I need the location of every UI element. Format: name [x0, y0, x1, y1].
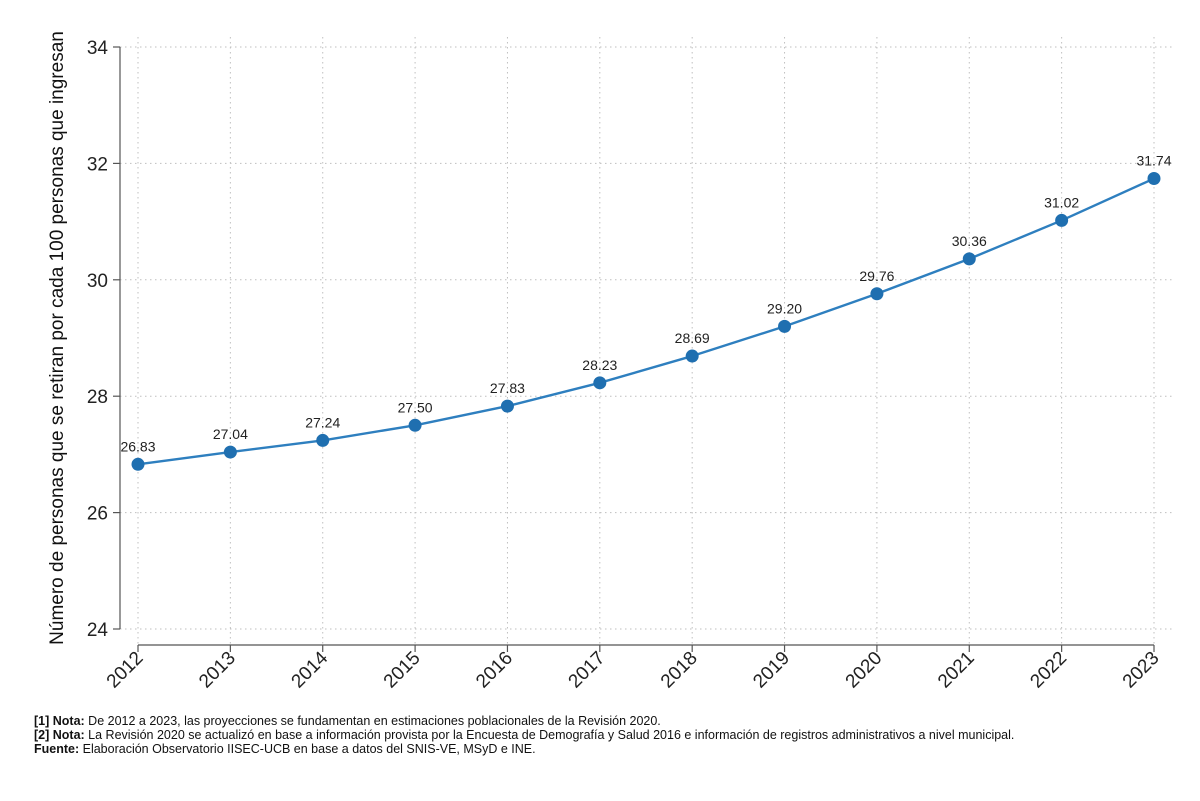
y-tick-label: 28	[87, 387, 108, 408]
data-point	[223, 445, 237, 459]
x-tick-label: 2017	[565, 648, 610, 693]
y-tick-label: 26	[87, 504, 108, 525]
grid	[120, 37, 1174, 645]
x-tick-label: 2022	[1026, 648, 1071, 693]
note-1: [1] Nota: De 2012 a 2023, las proyeccion…	[34, 714, 1174, 728]
y-tick-label: 34	[87, 38, 109, 59]
data-label: 27.83	[490, 380, 525, 396]
data-label: 28.69	[675, 330, 710, 346]
data-point	[408, 418, 422, 432]
source-label: Fuente:	[34, 742, 80, 756]
note-2-label: [2] Nota:	[34, 728, 85, 742]
data-label: 29.76	[859, 268, 894, 284]
data-label: 29.20	[767, 300, 802, 316]
note-1-label: [1] Nota:	[34, 714, 85, 728]
x-tick-label: 2013	[195, 648, 240, 693]
data-point	[500, 399, 514, 413]
data-label: 30.36	[952, 233, 987, 249]
x-tick-label: 2023	[1119, 648, 1164, 693]
series	[131, 172, 1161, 471]
data-label: 27.24	[305, 414, 340, 430]
line-chart: 24 26 28 30 32 34 2012 2013 2014 2015 2016 2017 2018…	[47, 31, 1174, 692]
series-line	[137, 177, 1155, 466]
x-tick-label: 2019	[749, 648, 794, 693]
data-point	[316, 433, 330, 447]
x-tick-label: 2012	[103, 648, 148, 693]
x-tick-label: 2016	[472, 648, 517, 693]
data-label: 28.23	[582, 357, 617, 373]
footnotes: [1] Nota: De 2012 a 2023, las proyeccion…	[34, 714, 1174, 756]
data-point	[1147, 172, 1161, 186]
x-tick-label: 2021	[934, 648, 979, 693]
data-point	[778, 319, 792, 333]
data-point	[1055, 213, 1069, 227]
y-tick-label: 30	[87, 271, 108, 292]
source-note: Fuente: Elaboración Observatorio IISEC-U…	[34, 742, 1174, 756]
x-tick-label: 2015	[380, 648, 425, 693]
note-1-text: De 2012 a 2023, las proyecciones se fund…	[84, 714, 661, 728]
data-label: 27.50	[398, 399, 433, 415]
x-tick-label: 2018	[657, 648, 702, 693]
data-label: 27.04	[213, 426, 248, 442]
y-axis-label: Número de personas que se retiran por ca…	[47, 31, 68, 645]
axes: 24 26 28 30 32 34 2012 2013 2014 2015 2016 2017 2018…	[87, 38, 1164, 692]
data-point	[962, 252, 976, 266]
source-text: Elaboración Observatorio IISEC-UCB en ba…	[79, 742, 536, 756]
data-point	[685, 349, 699, 363]
y-tick-label: 24	[87, 620, 109, 641]
y-tick-label: 32	[87, 154, 108, 175]
data-point	[593, 376, 607, 390]
x-tick-label: 2020	[842, 648, 887, 693]
data-label: 26.83	[120, 438, 155, 454]
data-label: 31.02	[1044, 194, 1079, 210]
x-tick-label: 2014	[288, 647, 333, 692]
data-point	[870, 287, 884, 301]
data-labels: 26.83 27.04 27.24 27.50 27.83 28.23 28.69 29.20…	[120, 153, 1171, 455]
data-point	[131, 457, 145, 471]
data-label: 31.74	[1136, 153, 1171, 169]
note-2-text: La Revisión 2020 se actualizó en base a …	[84, 728, 1015, 742]
note-2: [2] Nota: La Revisión 2020 se actualizó …	[34, 728, 1174, 742]
